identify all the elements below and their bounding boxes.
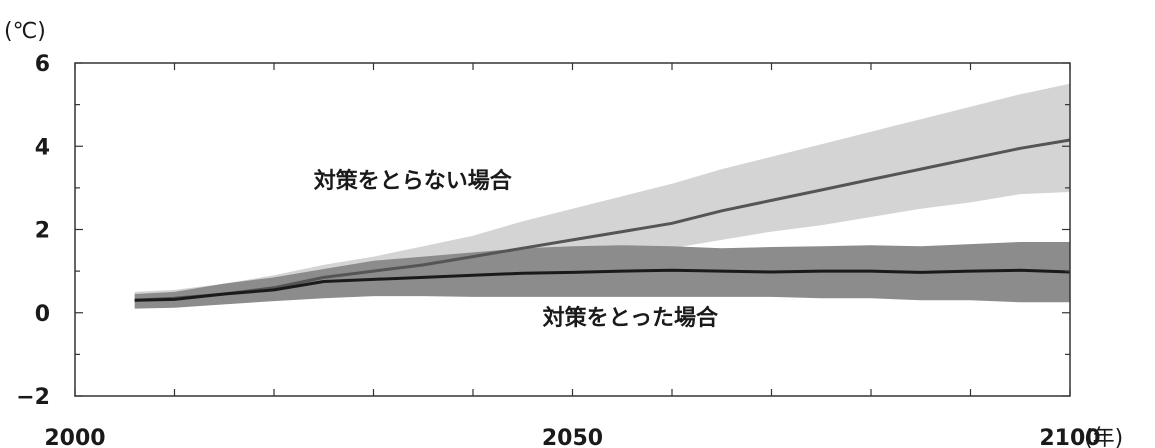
y-tick-label: 4: [35, 135, 50, 160]
x-axis-unit-label: (年): [1084, 426, 1123, 448]
x-tick-label: 2100: [1039, 426, 1100, 448]
y-tick-label: 2: [35, 219, 50, 244]
annotation-no-measures: 対策をとらない場合: [314, 168, 513, 194]
line-series-0: [134, 138, 1071, 302]
y-axis-unit-label: (℃): [4, 19, 46, 44]
x-tick-label: 2050: [542, 426, 603, 448]
y-tick-label: −2: [16, 385, 50, 410]
uncertainty-bands: [134, 83, 1070, 309]
axis-ticks: [74, 62, 1071, 397]
line-series-1: [134, 268, 1071, 302]
band-series-1: [134, 242, 1070, 309]
series-lines: [134, 138, 1071, 302]
y-tick-label: 0: [35, 302, 50, 327]
annotation-with-measures: 対策をとった場合: [543, 305, 719, 331]
axis-labels: 2000 2050 2100 −2 0 2 4 6: [16, 52, 1100, 448]
x-tick-label: 2000: [44, 426, 105, 448]
y-tick-label: 6: [35, 52, 50, 77]
